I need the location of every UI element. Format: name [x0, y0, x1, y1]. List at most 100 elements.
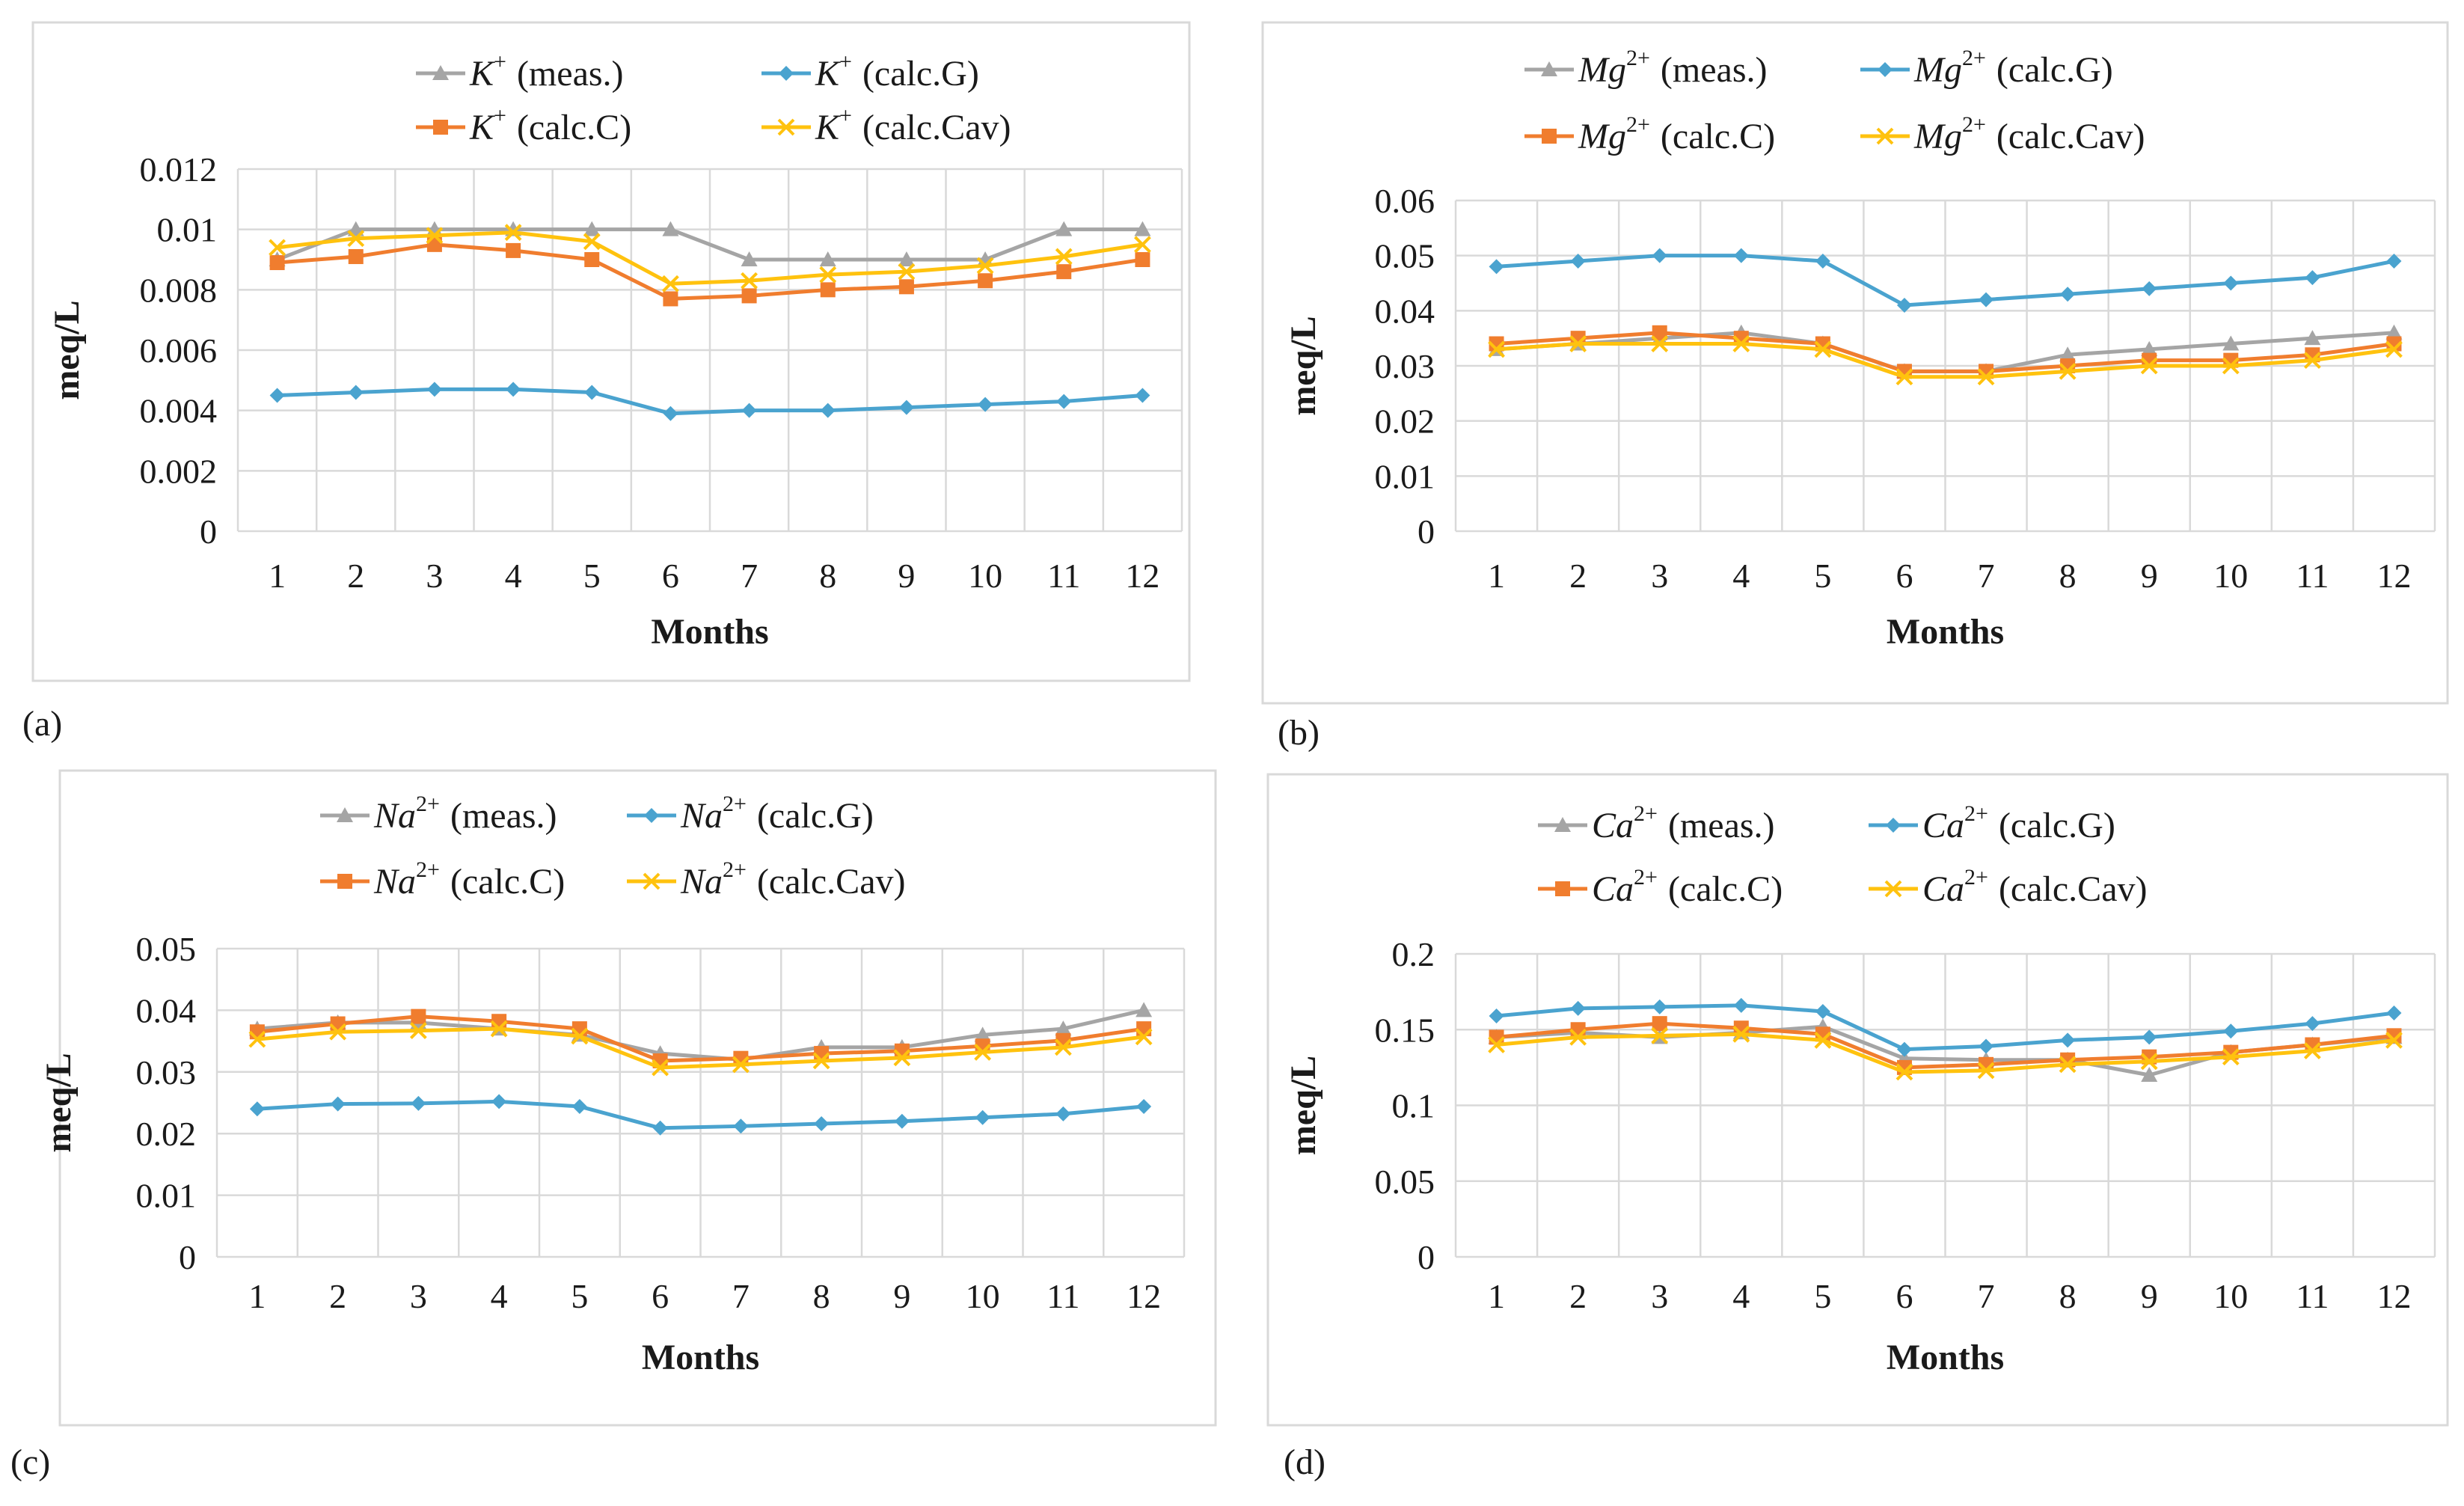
- data-point: [1895, 368, 1913, 386]
- legend-marker: [777, 118, 795, 136]
- legend-ion-symbol: Ca: [1592, 869, 1634, 909]
- x-tick-label: 1: [1488, 557, 1505, 595]
- legend-ion-symbol: Ca: [1922, 806, 1964, 845]
- data-point: [1732, 335, 1750, 352]
- legend: K+ (meas.) K+ (calc.G)K+ (calc.C) K+ (calc.Cav…: [416, 49, 1011, 147]
- x-tick-label: 4: [1732, 1277, 1750, 1315]
- legend-ion-symbol: Na: [373, 796, 416, 836]
- data-point: [2385, 340, 2403, 358]
- data-point: [269, 239, 286, 257]
- x-tick-label: 11: [1046, 1277, 1079, 1315]
- legend-ion-charge: +: [839, 103, 852, 128]
- data-point: [1488, 1036, 1505, 1053]
- data-point: [329, 1023, 347, 1041]
- legend-series-name: (calc.G): [1996, 50, 2113, 90]
- legend-ion-symbol: Ca: [1922, 869, 1964, 909]
- x-tick-label: 6: [1895, 557, 1913, 595]
- legend-item-calc-cav: Mg2+ (calc.Cav): [1860, 112, 2145, 156]
- data-point: [2305, 270, 2320, 286]
- legend-item-calc-g: Ca2+ (calc.G): [1869, 801, 2115, 845]
- x-tick-label: 10: [966, 1277, 1000, 1315]
- data-point: [819, 251, 836, 266]
- data-point: [1136, 1021, 1152, 1037]
- legend-label: K+ (calc.G): [815, 49, 979, 94]
- legend-series-name: (calc.Cav): [862, 108, 1011, 147]
- y-tick-label: 0.04: [1375, 292, 1435, 330]
- series-line: [257, 1014, 1144, 1063]
- y-tick-label: 0.05: [1375, 237, 1435, 275]
- y-tick-label: 0.05: [136, 930, 197, 968]
- data-point: [2059, 362, 2077, 380]
- data-point: [812, 1052, 830, 1070]
- legend-ion-charge: 2+: [1626, 46, 1650, 70]
- legend-marker: [1554, 817, 1571, 832]
- legend-series-name: (calc.G): [757, 796, 874, 836]
- legend-ion-charge: 2+: [723, 857, 747, 882]
- y-tick-label: 0: [179, 1238, 196, 1276]
- legend-item-calc-cav: Na2+ (calc.Cav): [627, 857, 905, 902]
- x-tick-label: 8: [819, 557, 836, 595]
- data-point: [2141, 340, 2158, 356]
- legend: Mg2+ (meas.) Mg2+ (calc.G)Mg2+ (calc.C) Mg2+(…: [1524, 46, 2145, 156]
- data-point: [2305, 1016, 2320, 1032]
- x-tick-label: 7: [1978, 1277, 1995, 1315]
- data-point: [269, 255, 285, 271]
- legend-ion-symbol: K: [469, 54, 496, 94]
- data-point: [1979, 1038, 1994, 1054]
- x-tick-label: 8: [2059, 1277, 2077, 1315]
- x-tick-label: 11: [2296, 557, 2329, 595]
- y-tick-label: 0.15: [1375, 1011, 1435, 1049]
- legend-ion-charge: +: [494, 49, 506, 74]
- data-point: [1136, 1098, 1152, 1114]
- legend-ion-symbol: Mg: [1578, 50, 1626, 90]
- legend-series-name: (calc.C): [517, 108, 631, 147]
- legend-ion-charge: 2+: [1962, 46, 1986, 70]
- legend-ion-charge: 2+: [416, 857, 440, 882]
- data-point: [571, 1098, 587, 1114]
- data-point: [249, 1101, 265, 1117]
- y-tick-label: 0.01: [1375, 457, 1435, 495]
- series-line: [277, 387, 1143, 416]
- legend-marker: [779, 66, 794, 81]
- data-point: [506, 382, 521, 397]
- legend-label: Mg2+ (calc.C): [1578, 112, 1775, 156]
- data-point: [1814, 340, 1832, 358]
- legend-label: Ca2+ (calc.Cav): [1922, 865, 2147, 909]
- y-tick-label: 0.06: [1375, 182, 1435, 220]
- data-point: [741, 288, 757, 304]
- data-point: [741, 402, 757, 418]
- legend-item-calc-cav: Ca2+ (calc.Cav): [1869, 865, 2147, 909]
- legend-label: Ca2+ (calc.C): [1592, 865, 1783, 909]
- legend-series-name: (meas.): [517, 54, 624, 94]
- x-tick-label: 9: [2141, 557, 2158, 595]
- data-point: [894, 1113, 910, 1129]
- series-calc-g: [1489, 248, 2402, 313]
- legend-item-calc-c: K+ (calc.C): [416, 103, 631, 147]
- data-point: [1652, 999, 1667, 1014]
- legend-item-meas: Mg2+ (meas.): [1524, 46, 1768, 90]
- x-tick-label: 5: [1814, 557, 1831, 595]
- x-tick-label: 2: [329, 1277, 346, 1315]
- data-point: [1055, 248, 1073, 266]
- data-point: [2303, 352, 2321, 370]
- legend-label: Mg2+ (calc.G): [1913, 46, 2113, 90]
- legend-marker: [1886, 818, 1901, 833]
- legend-ion-symbol: Ca: [1592, 806, 1634, 845]
- data-point: [1652, 248, 1667, 263]
- data-point: [1055, 1106, 1071, 1121]
- data-point: [820, 282, 836, 298]
- data-point: [1134, 221, 1151, 236]
- series-calc-c: [269, 236, 1150, 307]
- series-line: [1496, 342, 2394, 379]
- legend-marker: [1884, 880, 1902, 898]
- data-point: [820, 402, 836, 418]
- x-axis-title: Months: [651, 612, 768, 652]
- data-point: [1652, 1016, 1667, 1032]
- y-axis-title: meq/L: [39, 1053, 79, 1152]
- series-line: [277, 242, 1143, 301]
- data-point: [2060, 287, 2076, 302]
- data-point: [1896, 297, 1912, 313]
- legend-marker: [337, 874, 352, 889]
- x-tick-label: 12: [1127, 1277, 1161, 1315]
- legend-ion-charge: 2+: [1964, 865, 1988, 890]
